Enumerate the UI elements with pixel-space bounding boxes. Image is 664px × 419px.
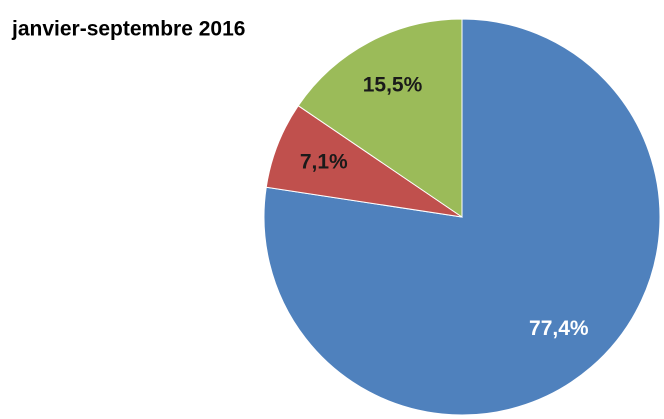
data-label: 7,1% <box>300 150 348 173</box>
pie-slice <box>297 18 463 218</box>
data-label: 15,5% <box>363 73 423 96</box>
chart-title: janvier-septembre 2016 <box>11 18 245 41</box>
data-label: 77,4% <box>529 317 589 340</box>
